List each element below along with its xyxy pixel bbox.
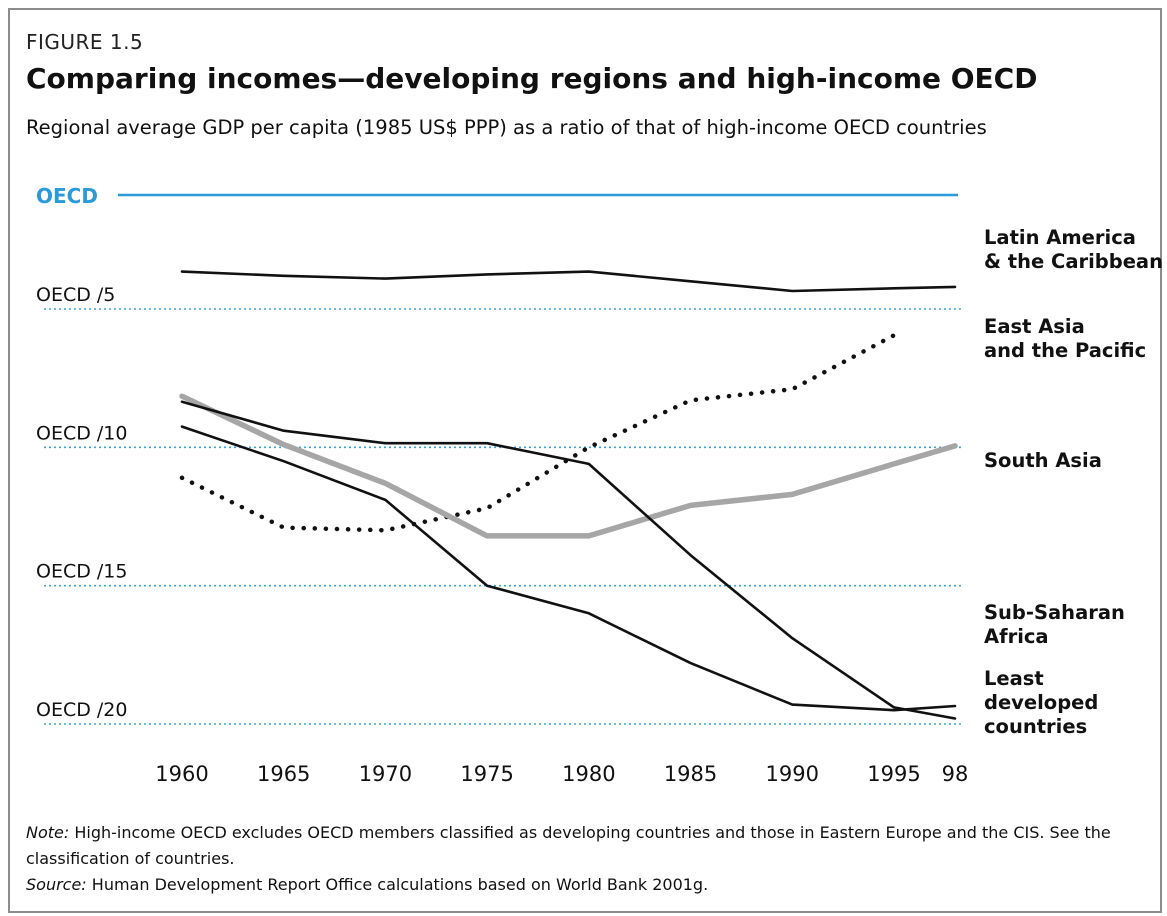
note-text: High-income OECD excludes OECD members c… (26, 823, 1111, 868)
x-tick-label-1985: 1985 (664, 762, 717, 786)
x-tick-label-1960: 1960 (155, 762, 208, 786)
series-label-east-asia-and-the-pacific: East Asia and the Pacific (984, 315, 1146, 362)
x-tick-label-1980: 1980 (562, 762, 615, 786)
series-line-east-asia-and-the-pacific (179, 333, 897, 533)
oecd-reference-label: OECD (36, 184, 98, 208)
chart-subtitle: Regional average GDP per capita (1985 US… (26, 116, 987, 139)
series-label-south-asia: South Asia (984, 449, 1102, 472)
reference-label-5: OECD /5 (36, 284, 115, 306)
series-line-least-developed-countries (180, 425, 957, 712)
source-label: Source: (26, 875, 87, 894)
series-label-line: Sub-Saharan (984, 601, 1125, 624)
series-label-line: East Asia (984, 315, 1085, 338)
figure-frame (8, 8, 1162, 913)
source-text: Human Development Report Office calculat… (86, 875, 709, 894)
reference-label-10: OECD /10 (36, 422, 127, 444)
x-tick-label-1975: 1975 (460, 762, 513, 786)
x-tick-label-1995: 1995 (867, 762, 920, 786)
series-line-latin-america-the-caribbean (180, 270, 957, 293)
series-line-south-asia (179, 393, 958, 539)
x-tick-label-1970: 1970 (359, 762, 412, 786)
line-chart: OECD OECD /5 OECD /10 OECD /15 OECD /20 1960 1… (36, 184, 1163, 786)
reference-label-20: OECD /20 (36, 699, 127, 721)
note-label: Note: (26, 823, 70, 842)
series-label-line: Least (984, 667, 1044, 690)
x-tick-label-1990: 1990 (766, 762, 819, 786)
series-label-line: Latin America (984, 226, 1136, 249)
series-label-line: countries (984, 715, 1087, 738)
series-label-least-developed-countries: Least developed countries (984, 667, 1098, 738)
series-label-latin-america-the-caribbean: Latin America & the Caribbean (984, 226, 1163, 273)
chart-note: Note: High-income OECD excludes OECD mem… (26, 820, 1136, 898)
series-label-line: and the Pacific (984, 339, 1146, 362)
series-label-line: developed (984, 691, 1098, 714)
series-label-line: & the Caribbean (984, 250, 1163, 273)
series-label-sub-saharan-africa: Sub-Saharan Africa (984, 601, 1125, 648)
x-tick-label-1965: 1965 (257, 762, 310, 786)
figure-label: FIGURE 1.5 (26, 30, 144, 54)
reference-label-15: OECD /15 (36, 561, 127, 583)
series-label-line: South Asia (984, 449, 1102, 472)
chart-title: Comparing incomes—developing regions and… (26, 62, 1038, 95)
x-tick-label-98: 98 (942, 762, 969, 786)
series-line-sub-saharan-africa (180, 400, 957, 720)
series-label-line: Africa (984, 625, 1049, 648)
